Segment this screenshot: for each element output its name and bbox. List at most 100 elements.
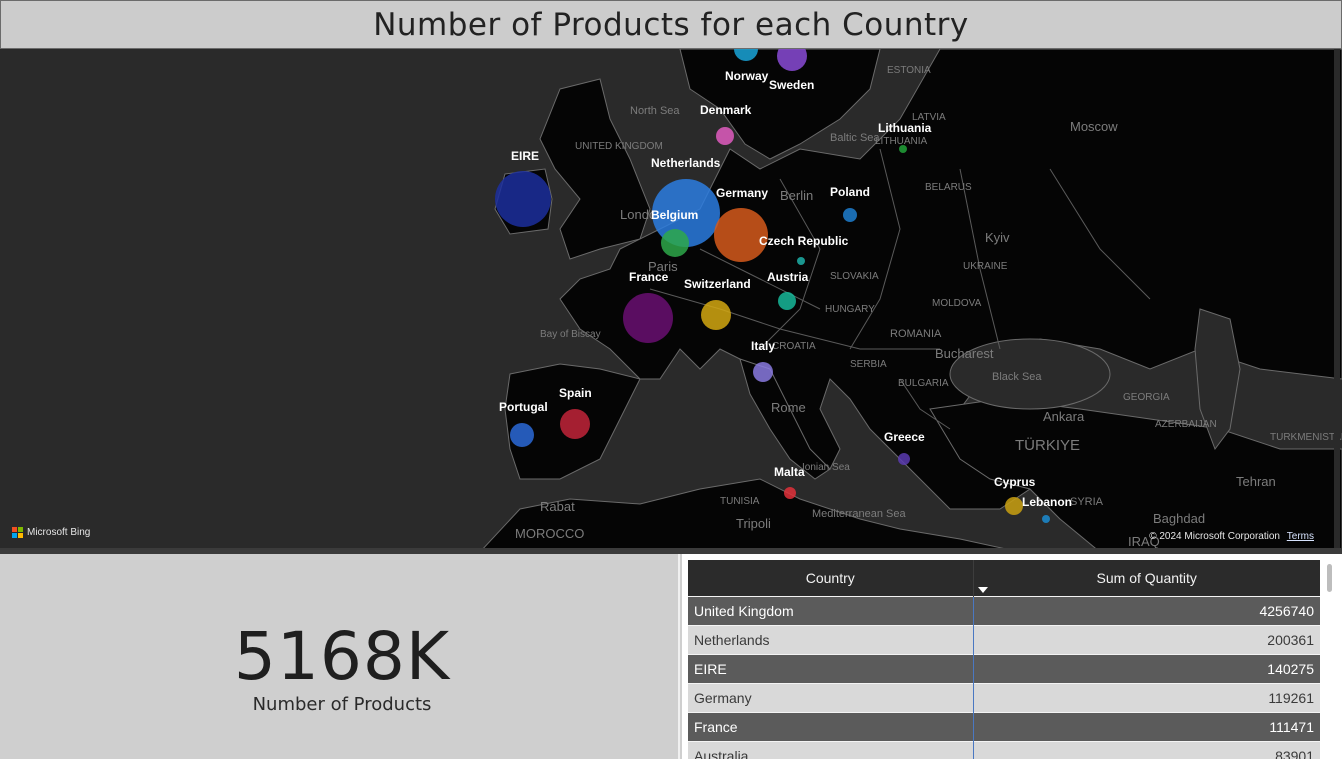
place-label: Kyiv bbox=[985, 230, 1010, 245]
place-label: Ankara bbox=[1043, 409, 1085, 424]
place-label: HUNGARY bbox=[825, 304, 875, 315]
bubble-sweden bbox=[777, 49, 807, 71]
bubble-label: Italy bbox=[751, 339, 775, 353]
map-canvas[interactable]: ESTONIA LATVIA LITHUANIA North Sea Balti… bbox=[0, 49, 1342, 552]
bubble-malta bbox=[784, 487, 796, 499]
place-label: GEORGIA bbox=[1123, 392, 1170, 403]
bubble-label: Belgium bbox=[651, 208, 698, 222]
place-label: Baltic Sea bbox=[830, 132, 880, 144]
map-edge bbox=[1334, 49, 1340, 552]
bubble-austria bbox=[778, 292, 796, 310]
map-bubbles[interactable] bbox=[495, 49, 1050, 523]
title-card: Number of Products for each Country bbox=[0, 0, 1342, 49]
country-quantity-table[interactable]: Country Sum of Quantity United Kingdom 4… bbox=[682, 554, 1342, 759]
place-label: SLOVAKIA bbox=[830, 271, 879, 282]
table-row[interactable]: Australia 83901 bbox=[688, 740, 1320, 759]
bubble-label: Netherlands bbox=[651, 156, 721, 170]
place-label: Berlin bbox=[780, 188, 813, 203]
table-header-row: Country Sum of Quantity bbox=[688, 560, 1320, 596]
bubble-spain bbox=[560, 409, 590, 439]
cell-quantity: 119261 bbox=[973, 682, 1320, 712]
place-label: Tehran bbox=[1236, 474, 1276, 489]
place-label: Black Sea bbox=[992, 371, 1042, 383]
place-label: ROMANIA bbox=[890, 328, 942, 340]
column-header-country[interactable]: Country bbox=[688, 560, 974, 596]
bubble-label: Malta bbox=[774, 465, 805, 479]
bubble-label: Cyprus bbox=[994, 475, 1036, 489]
bubble-label: Portugal bbox=[499, 400, 548, 414]
cell-quantity: 4256740 bbox=[973, 595, 1320, 625]
microsoft-logo-icon bbox=[12, 527, 23, 538]
place-label: Paris bbox=[648, 259, 678, 274]
map-copyright: © 2024 Microsoft Corporation Terms bbox=[1149, 531, 1314, 542]
column-header-quantity[interactable]: Sum of Quantity bbox=[973, 560, 1320, 596]
place-label: Bay of Biscay bbox=[540, 329, 601, 340]
place-label: BELARUS bbox=[925, 182, 972, 193]
bubble-cyprus bbox=[1005, 497, 1023, 515]
kpi-card[interactable]: 5168K Number of Products bbox=[0, 554, 680, 759]
cell-country: Netherlands bbox=[688, 624, 974, 654]
place-label: MOLDOVA bbox=[932, 298, 982, 309]
place-label: TÜRKIYE bbox=[1015, 436, 1080, 454]
bubble-label: Germany bbox=[716, 186, 768, 200]
place-label: LATVIA bbox=[912, 112, 946, 123]
bubble-label: Lebanon bbox=[1022, 495, 1072, 509]
table-row[interactable]: Netherlands 200361 bbox=[688, 624, 1320, 654]
place-label: Ionian Sea bbox=[802, 462, 850, 473]
terms-link[interactable]: Terms bbox=[1286, 531, 1314, 542]
bubble-label: Czech Republic bbox=[759, 234, 849, 248]
bubble-label: Lithuania bbox=[878, 121, 932, 135]
place-label: Mediterranean Sea bbox=[812, 508, 906, 520]
bubble-label: Greece bbox=[884, 430, 925, 444]
table-row[interactable]: United Kingdom 4256740 bbox=[688, 595, 1320, 625]
bubble-lithuania bbox=[899, 145, 907, 153]
place-label: UNITED KINGDOM bbox=[575, 141, 663, 152]
bing-attribution: Microsoft Bing bbox=[12, 527, 90, 538]
table-scrollbar[interactable] bbox=[1327, 564, 1332, 592]
bubble-france bbox=[623, 293, 673, 343]
sort-descending-icon[interactable] bbox=[977, 586, 988, 593]
bubble-portugal bbox=[510, 423, 534, 447]
bubble-label: Austria bbox=[767, 270, 809, 284]
place-label: AZERBAIJAN bbox=[1155, 419, 1217, 430]
place-label: BULGARIA bbox=[898, 378, 949, 389]
bubble-lebanon bbox=[1042, 515, 1050, 523]
place-label: UKRAINE bbox=[963, 261, 1008, 272]
table-row[interactable]: France 111471 bbox=[688, 711, 1320, 741]
place-label: LITHUANIA bbox=[875, 136, 928, 147]
cell-quantity: 200361 bbox=[973, 624, 1320, 654]
place-label: Baghdad bbox=[1153, 511, 1205, 526]
kpi-label: Number of Products bbox=[252, 694, 432, 715]
cell-country: Australia bbox=[688, 740, 974, 759]
bubble-belgium bbox=[661, 229, 689, 257]
place-label: CROATIA bbox=[772, 341, 816, 352]
divider bbox=[0, 548, 1342, 554]
place-label: North Sea bbox=[630, 105, 680, 117]
map-visual[interactable]: ESTONIA LATVIA LITHUANIA North Sea Balti… bbox=[0, 49, 1342, 552]
bubble-label: Norway bbox=[725, 69, 769, 83]
place-label: Tripoli bbox=[736, 516, 771, 531]
cell-country: United Kingdom bbox=[688, 595, 974, 625]
bubble-label: Spain bbox=[559, 386, 592, 400]
bubble-netherlands bbox=[652, 179, 720, 247]
cell-quantity: 140275 bbox=[973, 653, 1320, 683]
bubble-labels: Norway Sweden Denmark Lithuania EIRE Net… bbox=[499, 69, 1072, 509]
place-label: Rabat bbox=[540, 499, 575, 514]
map-place-labels: ESTONIA LATVIA LITHUANIA North Sea Balti… bbox=[515, 65, 1342, 549]
place-label: Rome bbox=[771, 400, 806, 415]
bubble-norway bbox=[734, 49, 758, 61]
table-row[interactable]: Germany 119261 bbox=[688, 682, 1320, 712]
table-row[interactable]: EIRE 140275 bbox=[688, 653, 1320, 683]
bubble-poland bbox=[843, 208, 857, 222]
place-label: Bucharest bbox=[935, 346, 994, 361]
bubble-czech-republic bbox=[797, 257, 805, 265]
bubble-label: Poland bbox=[830, 185, 870, 199]
cell-country: EIRE bbox=[688, 653, 974, 683]
bubble-label: France bbox=[629, 270, 669, 284]
place-label: Moscow bbox=[1070, 119, 1118, 134]
cell-quantity: 83901 bbox=[973, 740, 1320, 759]
bing-attribution-text: Microsoft Bing bbox=[27, 527, 91, 538]
bubble-italy bbox=[753, 362, 773, 382]
bubble-germany bbox=[714, 208, 768, 262]
